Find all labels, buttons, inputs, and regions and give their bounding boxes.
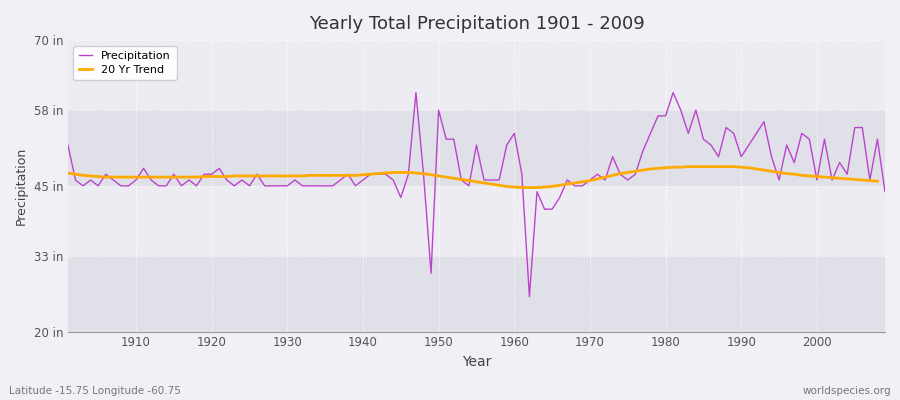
Y-axis label: Precipitation: Precipitation	[15, 147, 28, 225]
20 Yr Trend	[774, 170, 785, 175]
Line: 20 Yr Trend: 20 Yr Trend	[68, 167, 878, 188]
Title: Yearly Total Precipitation 1901 - 2009: Yearly Total Precipitation 1901 - 2009	[309, 15, 644, 33]
20 Yr Trend	[788, 172, 799, 176]
Legend: Precipitation, 20 Yr Trend: Precipitation, 20 Yr Trend	[74, 46, 176, 80]
Precipitation	[335, 178, 346, 182]
20 Yr Trend	[872, 179, 883, 184]
Bar	[68, 40, 885, 110]
Line: Precipitation: Precipitation	[68, 92, 885, 297]
Precipitation	[508, 131, 519, 136]
Precipitation	[290, 178, 301, 182]
Bar	[68, 186, 885, 256]
20 Yr Trend	[62, 171, 73, 176]
Text: Latitude -15.75 Longitude -60.75: Latitude -15.75 Longitude -60.75	[9, 386, 181, 396]
Precipitation	[879, 189, 890, 194]
Precipitation	[123, 184, 134, 188]
Text: worldspecies.org: worldspecies.org	[803, 386, 891, 396]
20 Yr Trend	[146, 175, 157, 180]
Precipitation	[410, 90, 421, 95]
20 Yr Trend	[441, 175, 452, 180]
Precipitation	[62, 143, 73, 148]
Precipitation	[615, 172, 626, 176]
20 Yr Trend	[517, 185, 527, 190]
Precipitation	[517, 172, 527, 176]
20 Yr Trend	[721, 164, 732, 169]
Precipitation	[524, 294, 535, 299]
20 Yr Trend	[191, 175, 202, 180]
Bar	[68, 110, 885, 186]
Bar	[68, 256, 885, 332]
20 Yr Trend	[683, 164, 694, 169]
X-axis label: Year: Year	[462, 355, 491, 369]
